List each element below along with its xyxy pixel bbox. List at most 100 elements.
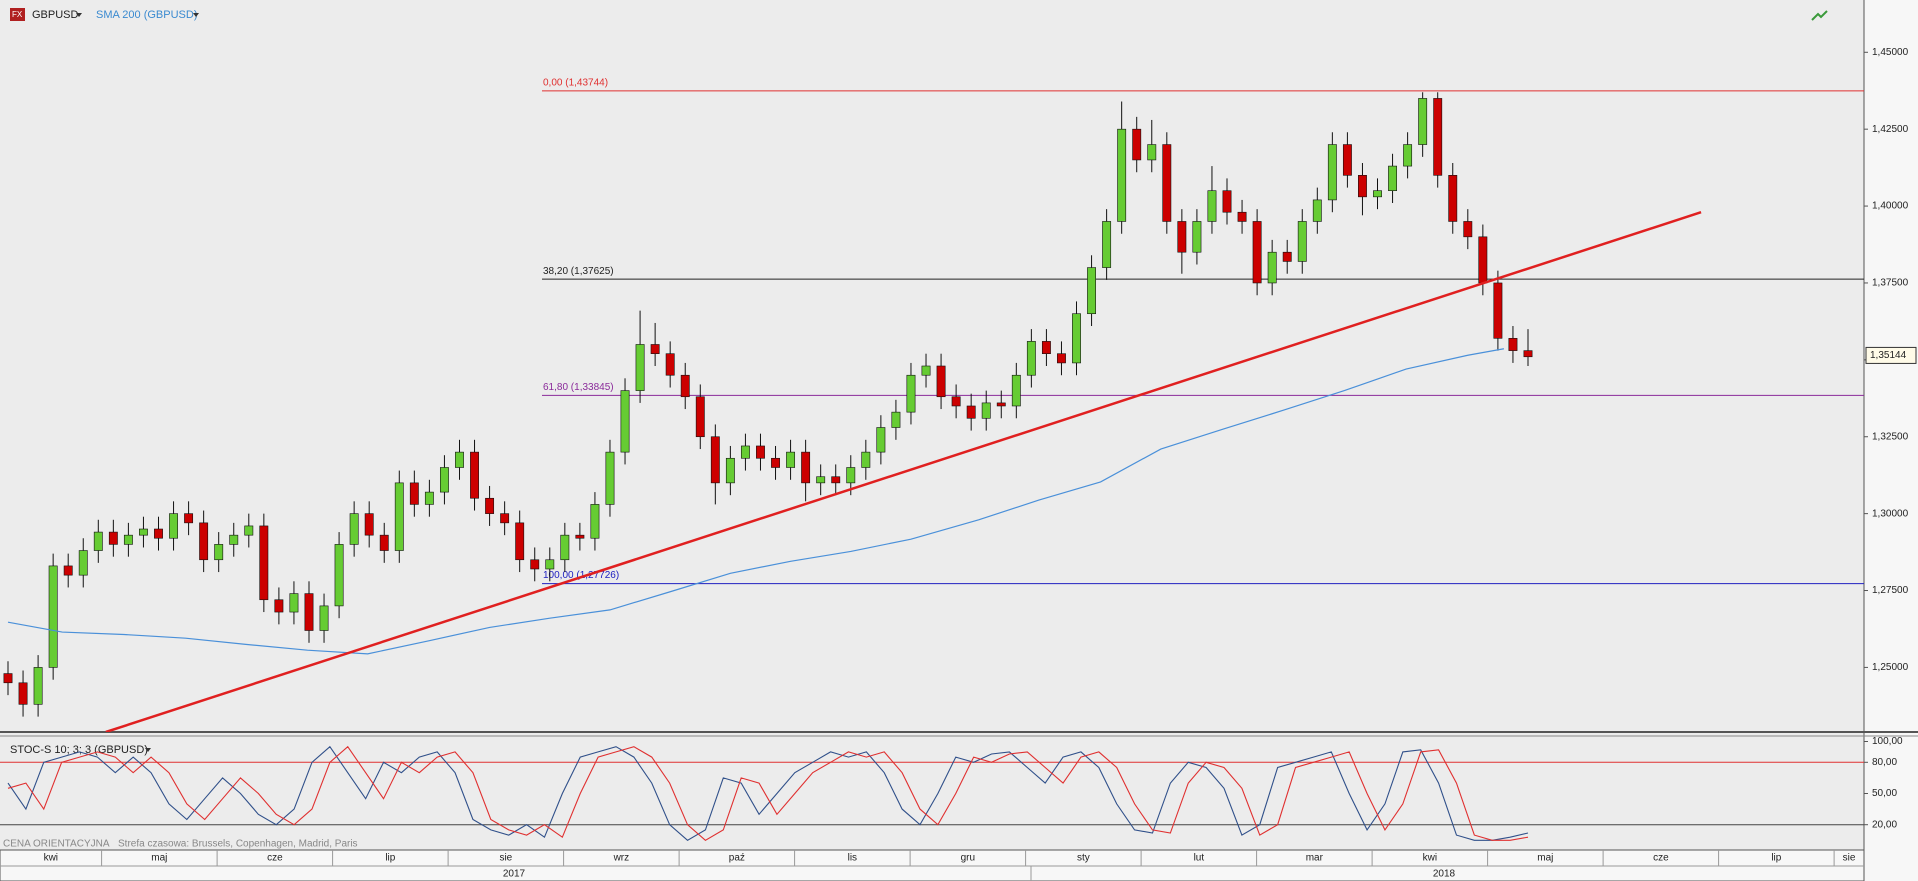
fib-label: 100,00 (1,27726): [543, 570, 619, 581]
candle-body: [184, 513, 194, 524]
dropdown[interactable]: [193, 13, 199, 17]
candle-body: [1373, 190, 1382, 198]
candle-body: [379, 534, 389, 551]
candle-body: [1087, 267, 1097, 315]
candle-body: [710, 436, 720, 484]
month-label: lip: [1771, 853, 1781, 864]
candle-body: [620, 390, 630, 453]
candle-body: [680, 374, 690, 398]
month-label: paź: [729, 853, 745, 864]
candle-body: [409, 482, 419, 505]
year-label: 2017: [503, 869, 526, 880]
candle-body: [1252, 221, 1262, 284]
candle-body: [996, 402, 1006, 407]
candle-body: [424, 491, 434, 505]
trendline: [105, 211, 1702, 732]
candle-body: [1147, 144, 1157, 161]
fx-icon-text: FX: [12, 10, 23, 19]
candle-body: [63, 565, 73, 576]
month-label: mar: [1306, 853, 1324, 864]
month-label: wrz: [613, 853, 630, 864]
y-tick-label: 1,45000: [1872, 47, 1909, 58]
candle-body: [605, 451, 615, 505]
y-tick-label: 1,30000: [1872, 508, 1909, 519]
candle-body: [3, 673, 13, 684]
y-tick-label: 50,00: [1872, 788, 1897, 799]
candle-body: [906, 374, 916, 413]
candle-body: [695, 396, 705, 438]
candle-body: [485, 497, 495, 514]
price-axis-bg: [1864, 0, 1918, 881]
candle-body: [891, 411, 901, 428]
tool-icon[interactable]: [1811, 10, 1828, 21]
y-tick-label: 20,00: [1872, 819, 1897, 830]
candle-body: [1493, 282, 1503, 339]
candle-body: [48, 565, 58, 668]
month-label: sty: [1077, 853, 1090, 864]
candle-body: [966, 405, 976, 419]
candle-body: [831, 476, 841, 484]
candle-body: [33, 667, 43, 705]
month-label: kwi: [44, 853, 58, 864]
candle-body: [1207, 190, 1217, 222]
candle-body: [78, 550, 88, 576]
indicator-name[interactable]: SMA 200 (GBPUSD): [96, 9, 197, 21]
candle-body: [1177, 221, 1187, 253]
candle-body: [199, 522, 209, 561]
fx-icon[interactable]: [10, 8, 25, 21]
candle-body: [1237, 211, 1247, 222]
candle-body: [1102, 221, 1112, 268]
year-label: 2018: [1433, 869, 1456, 880]
candle-body: [304, 593, 314, 631]
candle-body: [1222, 190, 1232, 213]
candle-body: [1041, 341, 1051, 354]
month-label: cze: [267, 853, 283, 864]
stoch-title: STOC-S 10; 3; 3 (GBPUSD): [10, 744, 148, 756]
candle-body: [349, 513, 359, 545]
candle-body: [289, 593, 299, 613]
candle-body: [801, 451, 811, 484]
candle-body: [319, 605, 329, 631]
candle-body: [18, 682, 28, 705]
candle-body: [244, 525, 254, 536]
candle-body: [665, 353, 675, 376]
candle-body: [725, 457, 735, 484]
candle-body: [1508, 338, 1518, 351]
candle-body: [771, 457, 780, 468]
candle-body: [1011, 374, 1021, 407]
candle-body: [1072, 313, 1081, 364]
candle-body: [1403, 144, 1413, 167]
dropdown[interactable]: [145, 748, 151, 752]
candle-body: [1478, 236, 1488, 284]
candle-body: [786, 451, 796, 468]
candle-body: [93, 531, 103, 551]
candle-body: [1026, 341, 1036, 376]
candle-body: [740, 445, 750, 459]
candle-body: [1342, 144, 1352, 176]
candle-body: [951, 396, 961, 407]
candle-body: [1192, 221, 1202, 253]
month-label: sie: [1843, 853, 1856, 864]
candle-body: [816, 476, 826, 484]
candle-body: [846, 467, 856, 484]
symbol[interactable]: GBPUSD: [32, 9, 79, 21]
candle-body: [1358, 175, 1367, 198]
candle-body: [1433, 98, 1443, 176]
y-tick-label: 1,25000: [1872, 662, 1909, 673]
candle-body: [1327, 144, 1337, 201]
candle-body: [1162, 144, 1172, 222]
y-tick-label: 1,42500: [1872, 124, 1909, 135]
sma-line: [7, 348, 1505, 655]
candle-body: [921, 365, 931, 376]
candle-body: [1312, 199, 1322, 222]
candle-body: [530, 559, 540, 570]
fib-label: 0,00 (1,43744): [543, 78, 608, 89]
candle-body: [876, 427, 886, 453]
candle-body: [274, 599, 284, 613]
dropdown[interactable]: [76, 13, 82, 17]
month-label: lip: [385, 853, 395, 864]
y-tick-label: 1,37500: [1872, 278, 1909, 289]
